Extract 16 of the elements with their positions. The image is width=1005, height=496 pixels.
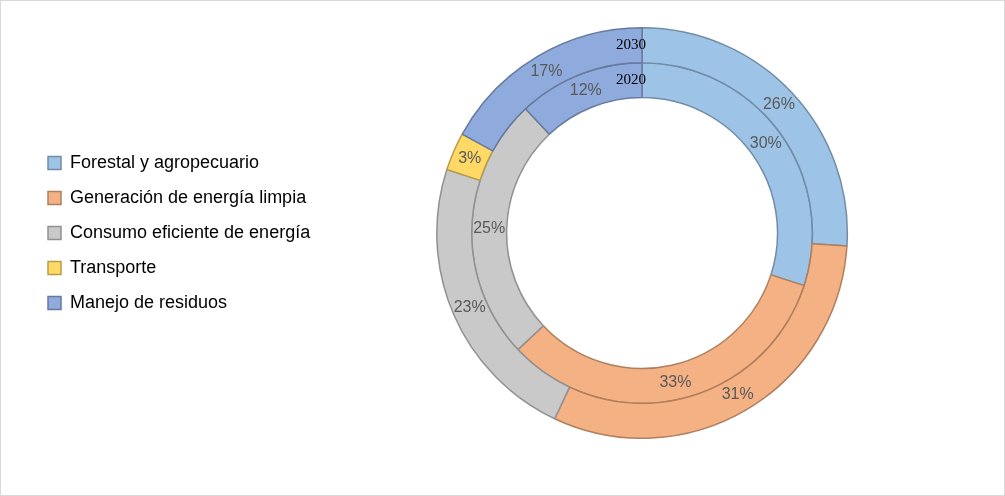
legend-label: Transporte (70, 256, 157, 277)
legend-label: Generación de energía limpia (70, 186, 308, 207)
data-label: 12% (569, 81, 602, 99)
slice-label: 2020 (616, 71, 647, 88)
data-label: 33% (659, 372, 692, 390)
data-label: 31% (721, 385, 754, 403)
data-label: 3% (458, 148, 482, 166)
data-label: 26% (762, 94, 795, 112)
data-label: 23% (453, 297, 486, 315)
data-label: 30% (749, 133, 782, 151)
data-label: 25% (473, 218, 506, 236)
legend-label: Manejo de residuos (70, 291, 228, 312)
legend-label: Consumo eficiente de energía (70, 221, 312, 242)
slice-label: 2030 (616, 36, 647, 53)
data-label: 17% (530, 61, 563, 79)
legend-label: Forestal y agropecuario (70, 151, 260, 172)
